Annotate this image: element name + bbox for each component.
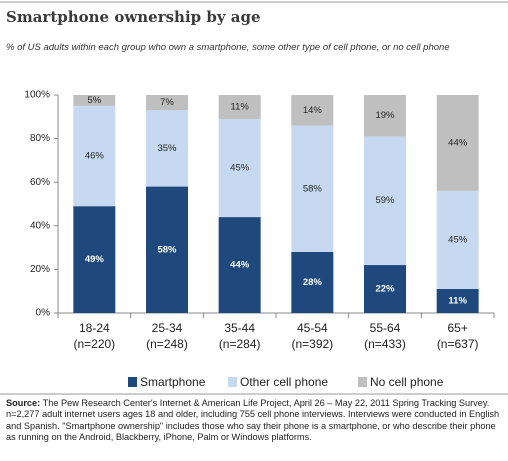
bar-segment	[364, 95, 406, 137]
bar-segment	[218, 118, 261, 218]
subtitle-box: % of US adults within each group who own…	[6, 42, 450, 53]
bar-segment	[364, 136, 406, 266]
value-label: 58%	[303, 183, 323, 194]
bar-segment	[364, 265, 406, 313]
bar-segment	[218, 95, 261, 119]
value-label: 45%	[448, 234, 468, 245]
value-label: 28%	[303, 277, 323, 288]
bar-segment	[146, 186, 188, 313]
value-label: 22%	[375, 284, 395, 295]
bar-segment	[218, 217, 261, 313]
value-label: 59%	[375, 195, 395, 206]
x-tick-label: 35-44 (n=284)	[219, 321, 261, 351]
source-label: Source:	[6, 398, 41, 408]
value-label: 35%	[157, 143, 177, 154]
legend-label: No cell phone	[370, 375, 444, 389]
value-label: 11%	[448, 296, 467, 307]
bar-segment	[73, 95, 116, 106]
legend-swatch	[358, 377, 367, 387]
bar-segment	[291, 95, 334, 126]
y-tick-label: 100%	[24, 90, 50, 101]
bar-segment	[73, 105, 116, 207]
value-label: 11%	[231, 102, 250, 113]
bar-segment	[436, 289, 479, 313]
y-tick-label: 80%	[30, 133, 50, 144]
legend-label: Other cell phone	[240, 375, 328, 389]
bar-segment	[291, 251, 334, 313]
y-tick-label: 20%	[30, 264, 50, 275]
legend-swatch	[128, 377, 137, 387]
source-note: Source: The Pew Research Center's Intern…	[6, 398, 502, 444]
x-tick-label: 65+ (n=637)	[437, 321, 479, 351]
legend-label: Smartphone	[140, 375, 206, 389]
bar-segment	[291, 125, 334, 252]
chart-title: Smartphone ownership by age	[6, 8, 261, 26]
value-label: 44%	[448, 137, 468, 148]
legend-swatch	[228, 377, 237, 387]
bar-segment	[436, 95, 479, 191]
chart-subtitle: % of US adults within each group who own…	[6, 42, 450, 53]
y-tick-label: 60%	[30, 177, 50, 188]
chart: Smartphone ownership by age % of US adul…	[0, 1, 508, 395]
value-label: 7%	[160, 97, 174, 108]
value-label: 46%	[85, 151, 105, 162]
x-tick-label: 25-34 (n=248)	[146, 321, 188, 351]
bar-segment	[146, 110, 188, 187]
x-tick-label: 55-64 (n=433)	[364, 321, 406, 351]
x-tick-label: 45-54 (n=392)	[291, 321, 333, 351]
value-label: 58%	[157, 244, 177, 255]
value-label: 19%	[375, 110, 395, 121]
bar-segment	[436, 190, 479, 290]
bar-segment	[146, 95, 188, 111]
value-label: 14%	[303, 105, 323, 116]
value-label: 45%	[230, 163, 250, 174]
value-label: 49%	[85, 254, 105, 265]
value-label: 5%	[87, 95, 101, 106]
y-tick-label: 40%	[30, 220, 50, 231]
bar-segment	[73, 206, 116, 313]
y-tick-label: 0%	[36, 308, 51, 319]
value-label: 44%	[230, 260, 250, 271]
x-tick-label: 18-24 (n=220)	[73, 321, 115, 351]
source-text: The Pew Research Center's Internet & Ame…	[6, 398, 500, 443]
